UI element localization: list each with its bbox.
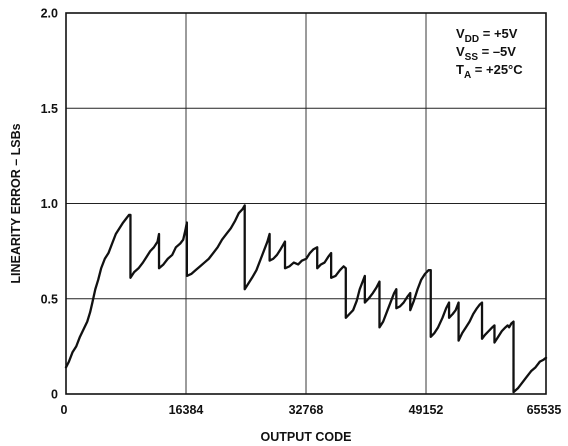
y-tick-label: 2.0 <box>41 7 58 21</box>
x-axis-title: OUTPUT CODE <box>261 430 352 444</box>
condition-label: VDD = +5V <box>456 26 518 45</box>
x-tick-label: 16384 <box>169 403 204 417</box>
linearity-error-line <box>64 204 548 394</box>
x-tick-label: 49152 <box>409 403 444 417</box>
x-tick-labels: 0 16384 32768 49152 65535 <box>61 403 562 417</box>
y-tick-label: 1.5 <box>41 102 58 116</box>
x-tick-label: 65535 <box>527 403 562 417</box>
y-tick-label: 0.5 <box>41 292 58 306</box>
y-tick-label: 1.0 <box>41 197 58 211</box>
plot-frame <box>65 12 547 395</box>
y-tick-labels: 0 0.5 1.0 1.5 2.0 <box>41 7 58 402</box>
series-layer <box>64 204 548 394</box>
x-tick-label: 0 <box>61 403 68 417</box>
y-tick-label: 0 <box>51 388 58 402</box>
x-tick-label: 32768 <box>289 403 324 417</box>
condition-label: TA = +25°C <box>456 62 523 81</box>
condition-label: VSS = –5V <box>456 44 516 63</box>
y-axis-title: LINEARITY ERROR – LSBs <box>9 123 23 283</box>
